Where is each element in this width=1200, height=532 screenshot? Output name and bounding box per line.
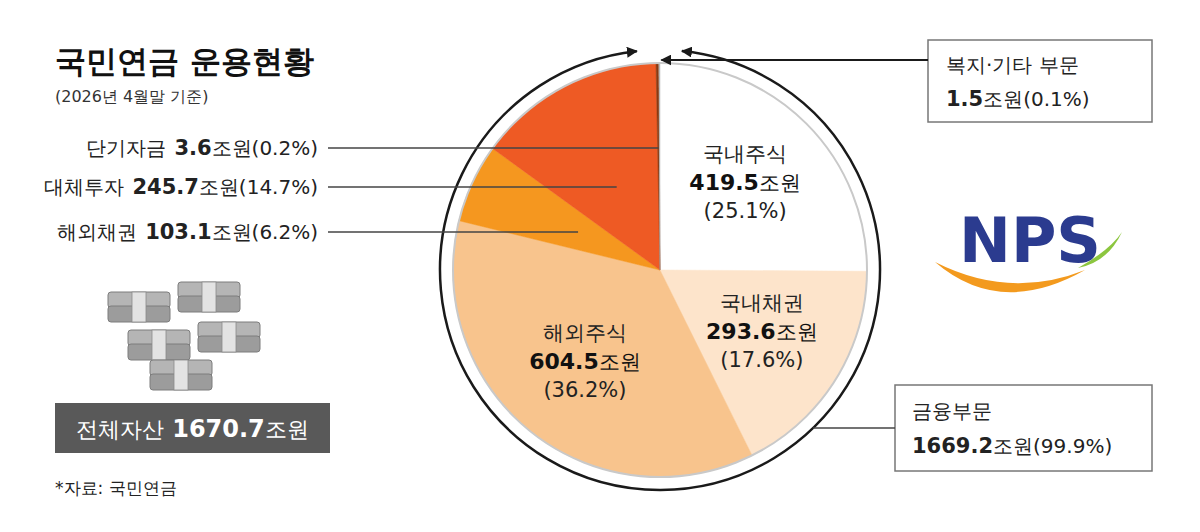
group-arc	[440, 51, 880, 490]
pie-slice	[659, 63, 660, 270]
category-label: 국내주식	[703, 142, 787, 166]
category-label: 단기자금	[86, 136, 166, 160]
unit-label: 조원	[199, 175, 239, 199]
source: *자료: 국민연금	[55, 478, 177, 498]
pie-slice	[660, 63, 867, 271]
value-label: 604.5	[529, 349, 599, 374]
amount-label: 1.5조원(0.1%)	[946, 87, 1090, 111]
callout-box	[895, 385, 1152, 471]
value-label: 103.1	[145, 220, 211, 244]
money-icon	[108, 282, 260, 390]
unit-label: 조원	[776, 320, 818, 344]
total-box	[55, 403, 330, 453]
unit-label: 조원	[212, 136, 252, 160]
side-label: 단기자금 3.6조원(0.2%)	[86, 136, 318, 160]
value-label: 293.6	[706, 319, 776, 344]
category-label: 해외주식	[543, 321, 627, 345]
amount-label: 419.5조원	[689, 170, 801, 195]
money-band	[174, 360, 188, 390]
value-label: 245.7	[132, 175, 198, 199]
category-label: 대체투자	[44, 175, 124, 199]
percent-label: (0.2%)	[252, 136, 318, 160]
percent-label: (0.1%)	[1023, 87, 1089, 111]
value-label: 419.5	[689, 170, 759, 195]
money-band	[132, 292, 146, 322]
percent-label: (25.1%)	[704, 199, 787, 223]
title: 국민연금 운용현황	[55, 43, 314, 79]
pie-slice	[453, 221, 752, 477]
leader-line	[328, 186, 617, 187]
pie-slice	[656, 63, 660, 270]
unit-label: 조원	[759, 171, 801, 195]
value-label: 1669.2	[912, 434, 993, 458]
percent-label: (14.7%)	[239, 175, 318, 199]
side-label: 대체투자 245.7조원(14.7%)	[44, 175, 318, 199]
percent-label: (17.6%)	[720, 348, 803, 372]
unit-label: 조원	[265, 417, 309, 442]
group-label: 금융부문	[912, 399, 992, 423]
total-text: 전체자산 1670.7조원	[76, 415, 309, 443]
unit-label: 조원	[212, 220, 252, 244]
total-value: 1670.7	[172, 415, 265, 443]
pie-group	[440, 51, 880, 490]
unit-label: 조원	[599, 350, 641, 374]
chart-root: 국민연금 운용현황(2026년 4월말 기준)국내주식419.5조원(25.1%…	[0, 0, 1200, 532]
value-label: 3.6	[174, 136, 211, 160]
category-label: 국내채권	[720, 291, 804, 315]
money-band	[202, 282, 216, 312]
money-band	[222, 322, 236, 352]
leader-line	[813, 427, 895, 428]
subtitle: (2026년 4월말 기준)	[55, 87, 209, 106]
leader-line	[328, 147, 658, 148]
leader-line	[328, 231, 578, 232]
percent-label: (6.2%)	[252, 220, 318, 244]
unit-label: 조원	[983, 87, 1023, 111]
category-label: 해외채권	[57, 220, 137, 244]
pie-slice	[492, 63, 660, 270]
unit-label: 조원	[993, 434, 1033, 458]
group-amount: 1669.2조원(99.9%)	[912, 434, 1112, 458]
amount-label: 293.6조원	[706, 319, 818, 344]
money-band	[152, 330, 166, 360]
category-label: 복지·기타 부문	[946, 53, 1079, 77]
pie-outline	[453, 63, 867, 477]
callout-box	[928, 40, 1152, 122]
amount-label: 604.5조원	[529, 349, 641, 374]
pointer-line	[661, 59, 928, 61]
logo: NPS	[935, 204, 1122, 292]
percent-label: (36.2%)	[543, 378, 626, 402]
total-label: 전체자산	[76, 417, 164, 442]
logo-text: NPS	[959, 204, 1101, 277]
side-label: 해외채권 103.1조원(6.2%)	[57, 220, 318, 244]
percent-label: (99.9%)	[1033, 434, 1112, 458]
chart-svg: 국민연금 운용현황(2026년 4월말 기준)국내주식419.5조원(25.1%…	[0, 0, 1200, 532]
value-label: 1.5	[946, 87, 983, 111]
